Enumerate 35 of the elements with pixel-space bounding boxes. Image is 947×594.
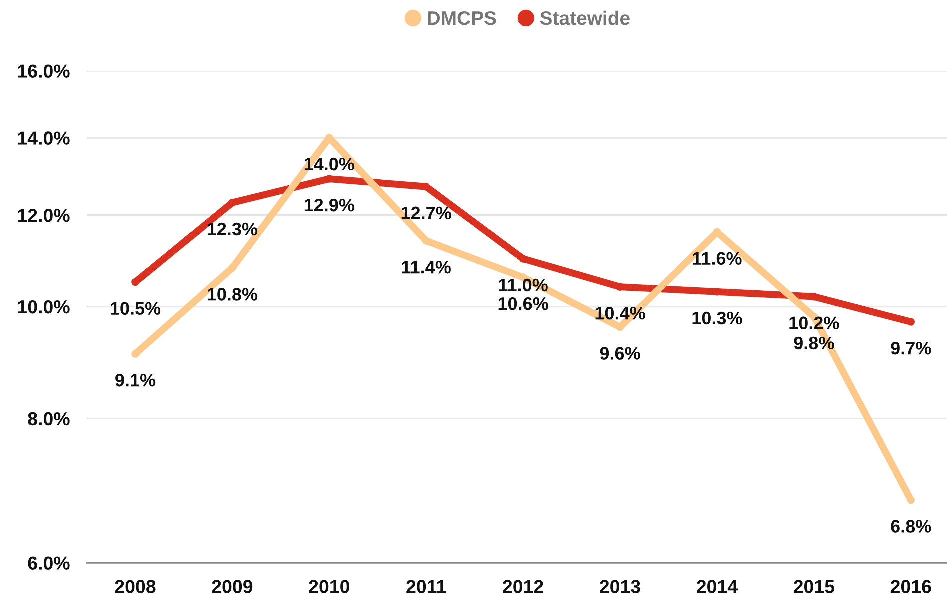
x-tick-label: 2013	[600, 580, 640, 594]
x-tick-label: 2009	[212, 580, 253, 594]
x-tick-label: 2011	[406, 580, 446, 594]
data-label: 10.3%	[692, 312, 742, 325]
data-label: 12.3%	[208, 222, 258, 236]
data-label: 9.1%	[116, 374, 156, 387]
legend-label: Statewide	[540, 10, 630, 26]
data-label: 12.9%	[304, 198, 355, 212]
data-label: 11.6%	[693, 252, 742, 266]
data-label: 11.0%	[499, 278, 548, 292]
x-tick-label: 2015	[794, 580, 835, 594]
data-label: 12.7%	[402, 206, 452, 220]
data-label: 11.4%	[402, 261, 451, 274]
data-label: 9.8%	[794, 336, 834, 350]
data-label: 9.6%	[600, 347, 640, 360]
data-label: 10.4%	[596, 307, 646, 320]
data-label: 14.0%	[304, 158, 355, 171]
data-label: 10.6%	[498, 297, 548, 310]
x-tick-label: 2014	[697, 580, 738, 594]
y-tick-label: 14.0%	[18, 132, 70, 145]
data-label: 10.8%	[208, 288, 258, 301]
y-tick-label: 8.0%	[28, 412, 70, 426]
x-tick-label: 2010	[309, 580, 350, 594]
x-tick-label: 2008	[115, 580, 156, 594]
y-tick-label: 6.0%	[28, 556, 70, 570]
data-label: 10.2%	[790, 316, 840, 330]
x-tick-label: 2016	[890, 580, 932, 594]
y-tick-label: 10.0%	[18, 300, 70, 314]
legend-label: DMCPS	[428, 11, 496, 26]
x-tick-label: 2012	[503, 580, 544, 594]
y-tick-label: 16.0%	[18, 64, 70, 78]
data-label: 9.7%	[891, 342, 932, 355]
data-label: 10.5%	[111, 302, 161, 315]
y-tick-label: 12.0%	[18, 209, 70, 222]
data-label: 6.8%	[891, 520, 932, 533]
